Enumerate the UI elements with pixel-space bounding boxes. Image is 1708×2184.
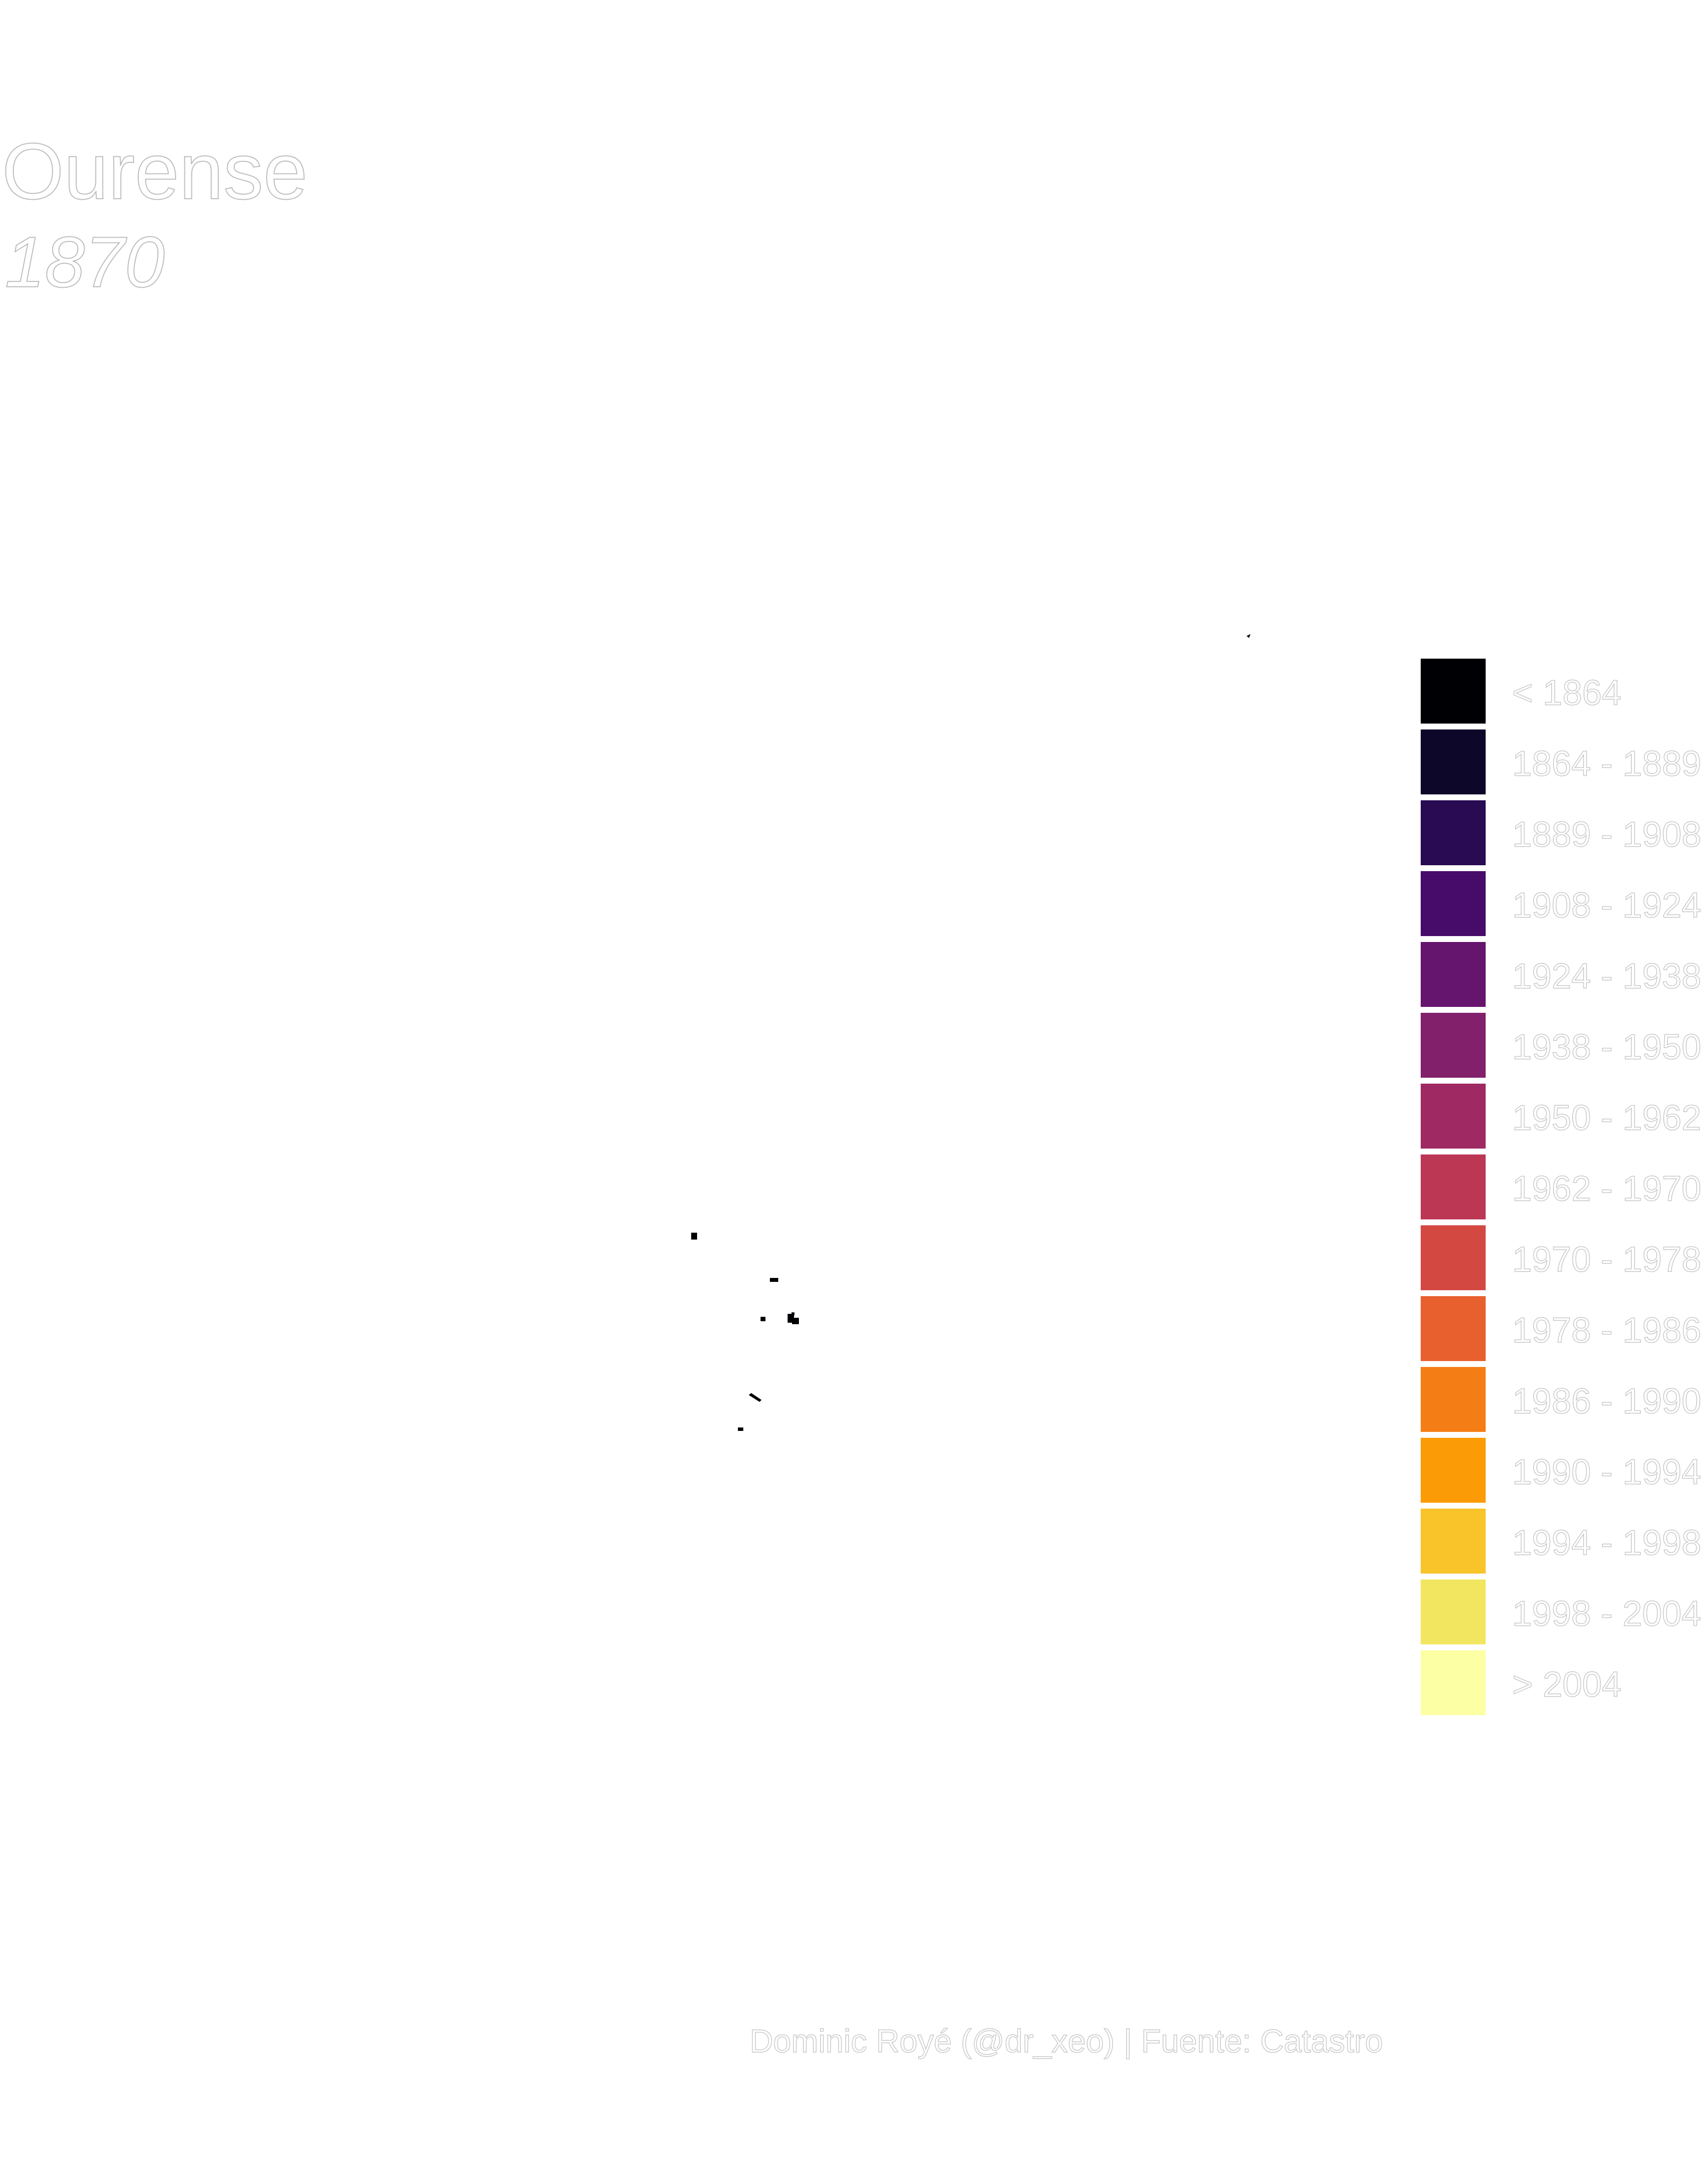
legend-label: > 2004 — [1512, 1665, 1622, 1704]
buildings-layer — [691, 634, 1250, 1431]
legend-swatch — [1421, 1084, 1486, 1149]
legend-item: 1924 - 1938 — [1421, 942, 1708, 1008]
legend-swatch — [1421, 871, 1486, 936]
legend-swatch — [1421, 1367, 1486, 1432]
legend-item: 1889 - 1908 — [1421, 800, 1708, 866]
legend-swatch — [1421, 1296, 1486, 1361]
legend-item: < 1864 — [1421, 659, 1708, 725]
legend-label: 1950 - 1962 — [1512, 1098, 1702, 1138]
legend-item: > 2004 — [1421, 1650, 1708, 1716]
legend-swatch — [1421, 942, 1486, 1007]
legend-label: 1889 - 1908 — [1512, 815, 1702, 854]
legend-label: 1998 - 2004 — [1512, 1594, 1702, 1634]
legend-swatch — [1421, 1154, 1486, 1219]
building-6 — [792, 1312, 794, 1315]
legend-item: 1990 - 1994 — [1421, 1438, 1708, 1504]
building-north — [1247, 634, 1250, 638]
legend-item: 1998 - 2004 — [1421, 1579, 1708, 1645]
building-7 — [749, 1393, 762, 1402]
legend-item: 1994 - 1998 — [1421, 1509, 1708, 1575]
legend-label: 1908 - 1924 — [1512, 886, 1702, 925]
legend-label: 1924 - 1938 — [1512, 957, 1702, 996]
legend-item: 1962 - 1970 — [1421, 1154, 1708, 1220]
legend-item: 1970 - 1978 — [1421, 1225, 1708, 1291]
legend-item: 1864 - 1889 — [1421, 729, 1708, 795]
legend-label: 1978 - 1986 — [1512, 1311, 1702, 1350]
legend-label: 1962 - 1970 — [1512, 1169, 1702, 1209]
map-title: Ourense — [1, 127, 308, 216]
legend-swatch — [1421, 1650, 1486, 1715]
legend-item: 1938 - 1950 — [1421, 1013, 1708, 1079]
legend-label: < 1864 — [1512, 673, 1622, 713]
legend-label: 1986 - 1990 — [1512, 1382, 1702, 1421]
legend-item: 1978 - 1986 — [1421, 1296, 1708, 1362]
legend-swatch — [1421, 1579, 1486, 1644]
building-5 — [792, 1318, 799, 1324]
legend-label: 1938 - 1950 — [1512, 1028, 1702, 1067]
building-1 — [691, 1233, 697, 1240]
legend-label: 1864 - 1889 — [1512, 744, 1702, 784]
legend-swatch — [1421, 800, 1486, 865]
legend-label: 1970 - 1978 — [1512, 1240, 1702, 1279]
legend-label: 1994 - 1998 — [1512, 1523, 1702, 1563]
legend-swatch — [1421, 1013, 1486, 1078]
building-3 — [761, 1317, 765, 1321]
map-year-subtitle: 1870 — [4, 222, 165, 302]
legend-swatch — [1421, 659, 1486, 724]
legend-swatch — [1421, 1225, 1486, 1290]
legend-label: 1990 - 1994 — [1512, 1453, 1702, 1492]
legend-swatch — [1421, 1509, 1486, 1574]
building-8 — [738, 1427, 743, 1431]
source-caption: Dominic Royé (@dr_xeo) | Fuente: Catastr… — [749, 2023, 1383, 2059]
legend-item: 1950 - 1962 — [1421, 1084, 1708, 1150]
building-2 — [770, 1278, 778, 1282]
legend-item: 1908 - 1924 — [1421, 871, 1708, 937]
legend-swatch — [1421, 1438, 1486, 1503]
legend-swatch — [1421, 729, 1486, 794]
legend-item: 1986 - 1990 — [1421, 1367, 1708, 1433]
